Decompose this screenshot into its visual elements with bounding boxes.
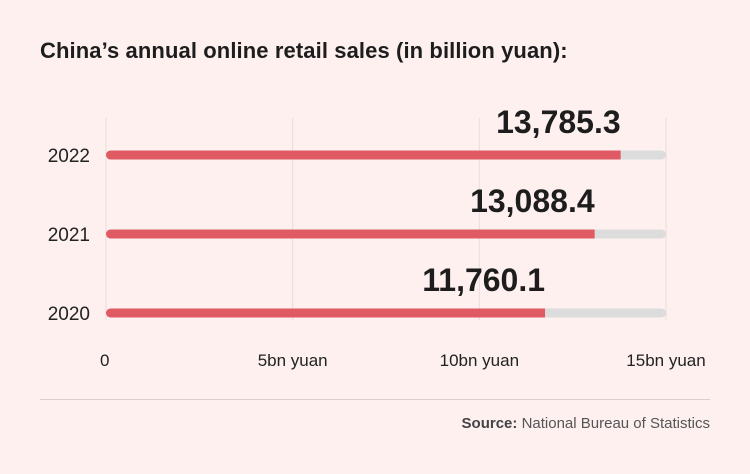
x-tick-label: 10bn yuan [440, 351, 519, 370]
divider [40, 399, 710, 400]
x-tick-label: 15bn yuan [626, 351, 705, 370]
source-text: National Bureau of Statistics [521, 415, 710, 432]
data-label: 11,760.1 [422, 262, 545, 298]
x-tick-label: 5bn yuan [258, 351, 328, 370]
bar [106, 150, 621, 160]
source-note: Source: National Bureau of Statistics [462, 415, 710, 432]
bar [106, 229, 595, 239]
category-label: 2020 [48, 304, 90, 325]
data-label: 13,785.3 [496, 104, 621, 140]
bar [106, 308, 546, 318]
category-label: 2021 [48, 225, 90, 246]
x-tick-label: 0 [100, 351, 109, 370]
data-label: 13,088.4 [470, 183, 595, 219]
chart-title: China’s annual online retail sales (in b… [40, 38, 568, 63]
source-label: Source: [461, 415, 518, 432]
category-label: 2022 [48, 146, 90, 167]
